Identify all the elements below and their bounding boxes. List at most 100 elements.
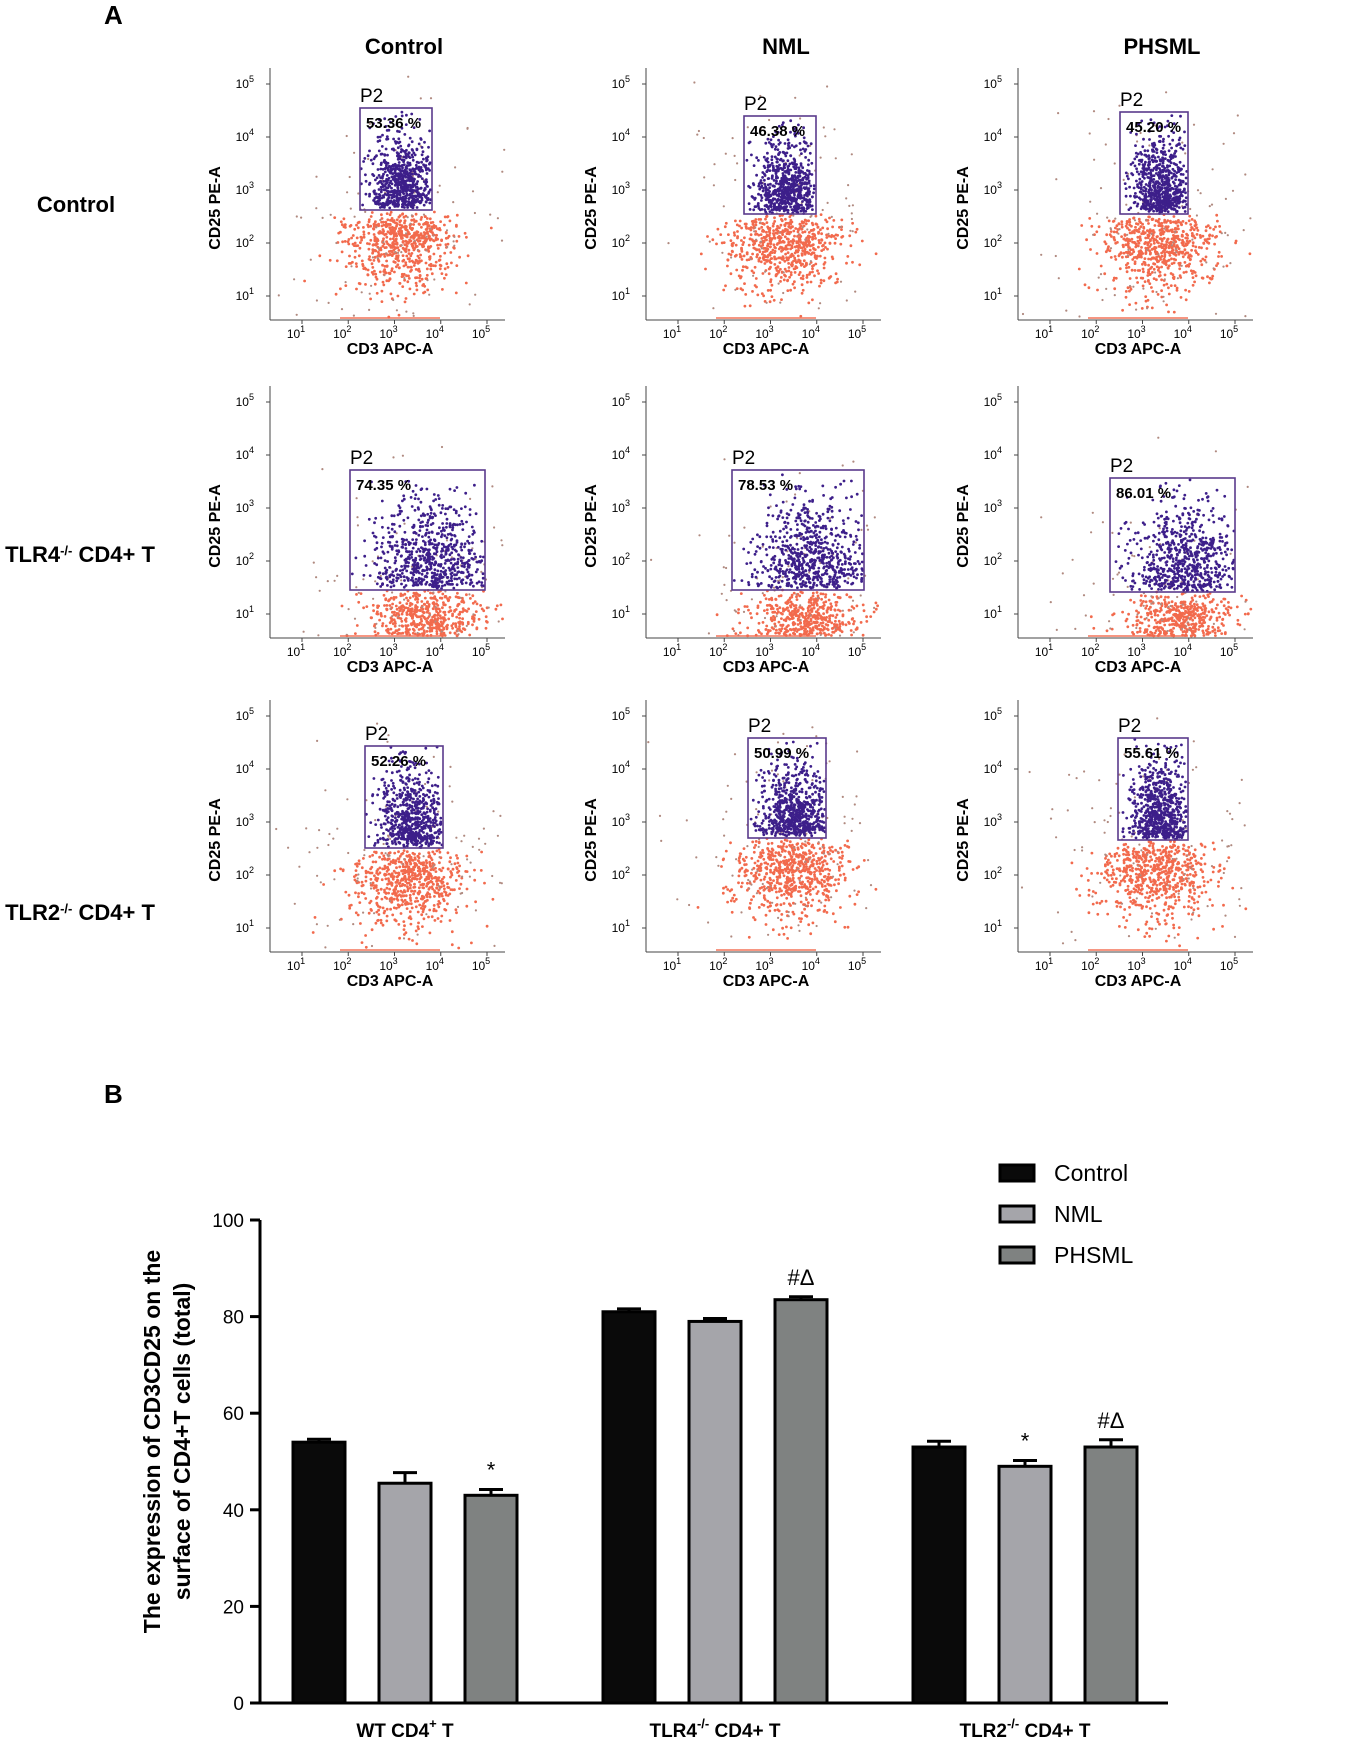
event-dot [808, 263, 811, 266]
event-dot [370, 211, 374, 214]
event-dot [744, 265, 748, 269]
event-dot [1236, 114, 1239, 117]
event-dot [293, 278, 296, 281]
event-dot [423, 187, 427, 191]
event-dot [469, 497, 472, 500]
event-dot [832, 234, 836, 238]
y-tick-label: 101 [984, 286, 1002, 303]
y-axis-label: CD25 PE-A [207, 484, 224, 568]
event-dot [383, 274, 386, 277]
event-dot [362, 235, 366, 239]
x-tick-label: 101 [287, 324, 305, 341]
y-tick-base: 10 [612, 289, 626, 303]
event-dot [447, 610, 451, 614]
event-dot [436, 604, 440, 607]
event-dot [397, 230, 400, 233]
event-dot [376, 606, 379, 609]
event-dot [1179, 114, 1182, 118]
event-dot [786, 208, 789, 212]
row-label-tlr4-suffix: CD4+ T [72, 542, 155, 567]
event-dot [411, 205, 414, 209]
event-dot [763, 237, 767, 240]
event-dot [764, 247, 768, 250]
event-dot [455, 239, 459, 243]
axis-smear [716, 317, 816, 319]
event-dot [405, 310, 408, 313]
event-dot [823, 256, 827, 260]
event-dot [418, 200, 422, 203]
event-dot [809, 184, 813, 188]
event-dot [1190, 226, 1193, 229]
event-dot [448, 596, 452, 599]
event-dot [393, 624, 397, 628]
event-dot [1129, 248, 1133, 252]
event-dot [1040, 253, 1043, 256]
event-dot [348, 224, 352, 228]
event-dot [392, 137, 395, 141]
event-dot [1162, 175, 1166, 179]
event-dot [729, 239, 733, 243]
event-dot [403, 300, 407, 304]
event-dot [427, 145, 430, 149]
event-dot [847, 184, 850, 187]
event-dot [819, 302, 822, 305]
event-dot [793, 178, 797, 182]
event-dot [722, 205, 725, 208]
event-dot [1189, 207, 1192, 211]
event-dot [405, 167, 409, 170]
event-dot [426, 248, 430, 252]
event-dot [1174, 247, 1178, 251]
event-dot [404, 227, 407, 231]
event-dot [1163, 247, 1166, 251]
event-dot [485, 620, 489, 624]
event-dot [428, 263, 431, 267]
event-dot [1214, 312, 1218, 315]
y-tick-base: 10 [984, 130, 998, 144]
event-dot [376, 632, 380, 635]
event-dot [390, 250, 394, 254]
event-dot [416, 254, 420, 258]
event-dot [743, 236, 746, 240]
event-dot [1187, 255, 1191, 259]
event-dot [494, 607, 498, 611]
event-dot [1095, 230, 1099, 234]
event-dot [411, 627, 415, 631]
event-dot [1124, 290, 1128, 293]
event-dot [846, 255, 850, 258]
event-dot [447, 234, 451, 238]
event-dot [793, 280, 796, 284]
event-dot [410, 214, 413, 217]
event-dot [777, 282, 780, 285]
event-dot [1150, 155, 1154, 159]
event-dot [461, 627, 465, 630]
event-dot [350, 265, 353, 268]
event-dot [789, 271, 793, 274]
event-dot [434, 608, 438, 611]
x-tick-base: 10 [379, 327, 393, 341]
event-dot [819, 281, 823, 285]
gate-name: P2 [1120, 90, 1143, 111]
event-dot [413, 220, 416, 224]
dot-cloud [302, 445, 504, 638]
event-dot [1122, 237, 1126, 241]
event-dot [1167, 292, 1171, 296]
event-dot [1114, 226, 1117, 230]
event-dot [834, 272, 838, 276]
event-dot [333, 216, 337, 220]
event-dot [409, 601, 412, 605]
event-dot [441, 288, 444, 291]
event-dot [1175, 171, 1179, 175]
event-dot [1153, 156, 1157, 160]
event-dot [1125, 270, 1129, 274]
event-dot [385, 164, 388, 168]
event-dot [1135, 308, 1138, 311]
event-dot [424, 200, 428, 204]
event-dot [1113, 294, 1116, 297]
event-dot [798, 171, 802, 175]
event-dot [409, 178, 413, 182]
event-dot [1054, 254, 1057, 258]
event-dot [833, 241, 837, 245]
event-dot [1161, 157, 1165, 161]
event-dot [790, 264, 794, 268]
event-dot [344, 226, 347, 229]
